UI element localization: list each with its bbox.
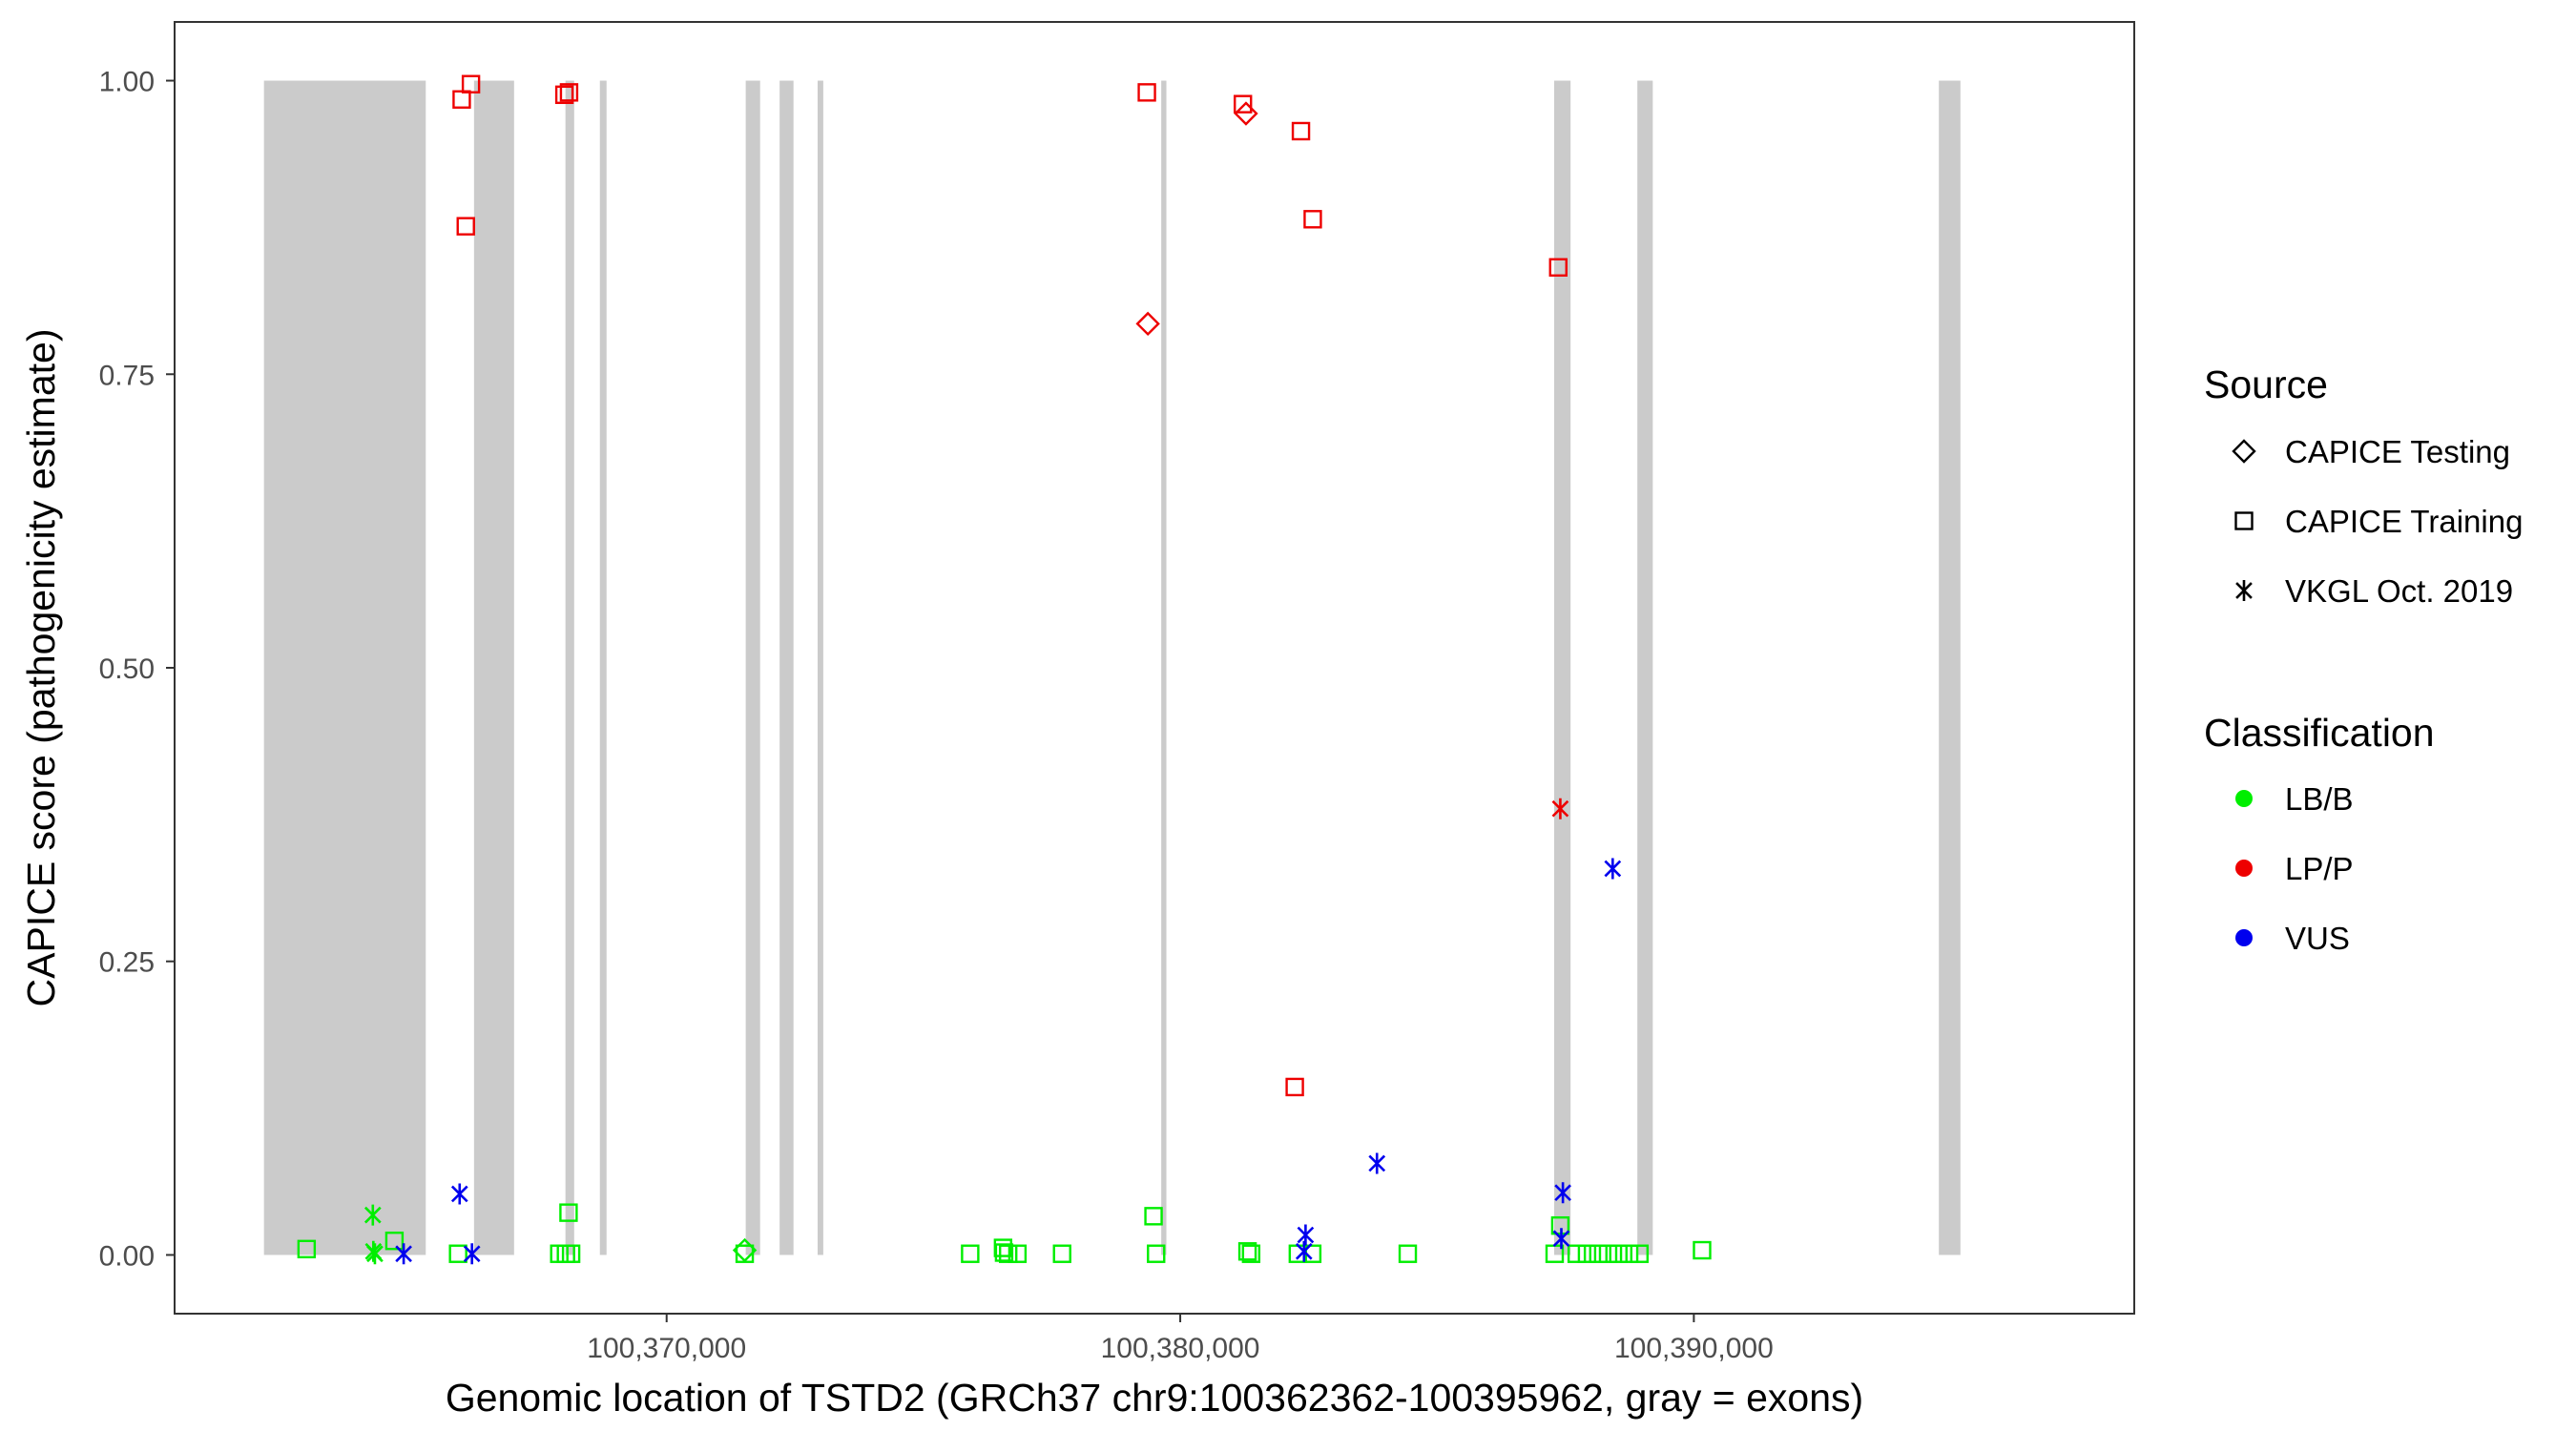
- exon-band: [1553, 80, 1571, 1255]
- data-point: [1551, 798, 1569, 819]
- data-point: [1285, 1077, 1304, 1097]
- data-point: [1554, 1182, 1571, 1204]
- legend-label: CAPICE Testing: [2285, 434, 2510, 469]
- data-point: [1234, 94, 1253, 114]
- data-point: [994, 1243, 1014, 1262]
- y-tick-label: 0.75: [99, 360, 155, 391]
- data-point: [1552, 1228, 1570, 1250]
- data-point: [450, 1183, 468, 1205]
- data-point: [1609, 1244, 1628, 1263]
- data-point: [366, 1243, 384, 1265]
- data-point: [1567, 1244, 1587, 1263]
- y-tick-label: 0.25: [99, 947, 155, 979]
- data-point: [1589, 1244, 1608, 1263]
- data-point: [456, 217, 475, 236]
- data-point: [1241, 1244, 1261, 1263]
- data-point: [1604, 858, 1622, 880]
- data-point: [559, 83, 579, 102]
- data-point: [1234, 101, 1258, 126]
- data-point: [1295, 1240, 1313, 1262]
- y-axis-title: CAPICE score (pathogenicity estimate): [19, 329, 63, 1007]
- x-tick-label: 100,380,000: [1101, 1333, 1260, 1364]
- data-point: [1144, 1207, 1163, 1226]
- data-point: [1052, 1244, 1071, 1263]
- legend-title-classification: Classification: [2204, 711, 2435, 755]
- plot-panel-background: [175, 22, 2134, 1314]
- data-point: [1137, 83, 1156, 102]
- data-point: [961, 1244, 980, 1263]
- data-point: [1693, 1240, 1712, 1260]
- legend-key-color: [2235, 929, 2253, 946]
- exon-band: [745, 80, 760, 1255]
- data-point: [1619, 1244, 1639, 1263]
- data-point: [448, 1244, 467, 1263]
- data-point: [1577, 1244, 1597, 1263]
- data-point: [1368, 1152, 1386, 1174]
- legend-key-asterisk: [2235, 580, 2253, 601]
- data-point: [1630, 1244, 1650, 1263]
- y-tick-label: 0.00: [99, 1240, 155, 1272]
- x-tick-label: 100,370,000: [587, 1333, 746, 1364]
- data-point: [395, 1243, 412, 1265]
- data-point: [364, 1204, 382, 1226]
- y-axis: 0.00 0.25 0.50 0.75 1.00: [99, 67, 175, 1272]
- data-point: [559, 1203, 578, 1222]
- y-tick-label: 1.00: [99, 67, 155, 98]
- data-point: [1398, 1244, 1418, 1263]
- data-point: [1237, 1242, 1257, 1261]
- exon-band: [817, 80, 823, 1255]
- y-tick-label: 0.50: [99, 653, 155, 685]
- data-point: [1598, 1244, 1618, 1263]
- legend-label: CAPICE Training: [2285, 504, 2523, 539]
- data-point: [1147, 1244, 1166, 1263]
- exon-band: [565, 80, 574, 1255]
- exon-band: [263, 80, 426, 1255]
- exon-band: [1939, 80, 1961, 1255]
- legend-key-color: [2235, 790, 2253, 807]
- exon-band: [473, 80, 514, 1255]
- legend-label: LB/B: [2285, 781, 2354, 817]
- data-point: [1008, 1244, 1028, 1263]
- data-point: [1291, 121, 1311, 141]
- data-point: [463, 1243, 481, 1265]
- data-points: [297, 74, 1712, 1265]
- legend-label: LP/P: [2285, 851, 2354, 886]
- legend-key-diamond: [2232, 439, 2256, 464]
- legend-key-color: [2235, 860, 2253, 877]
- data-point: [1303, 210, 1322, 229]
- data-point: [561, 1244, 581, 1263]
- legend-key-square: [2234, 511, 2254, 530]
- legend-title-source: Source: [2204, 363, 2328, 406]
- data-point: [735, 1244, 755, 1263]
- legend-label: VUS: [2285, 921, 2350, 956]
- data-point: [1548, 258, 1568, 277]
- x-axis: 100,370,000 100,380,000 100,390,000: [587, 1314, 1774, 1364]
- data-point: [1297, 1224, 1315, 1246]
- legend-label: VKGL Oct. 2019: [2285, 573, 2513, 609]
- data-point: [384, 1231, 405, 1251]
- exon-band: [599, 80, 607, 1255]
- x-axis-title: Genomic location of TSTD2 (GRCh37 chr9:1…: [446, 1376, 1863, 1420]
- exon-band: [779, 80, 794, 1255]
- data-point: [297, 1239, 317, 1259]
- data-point: [554, 85, 574, 105]
- x-tick-label: 100,390,000: [1614, 1333, 1774, 1364]
- legend: Source CAPICE Testing CAPICE Training VKGL…: [2204, 363, 2523, 956]
- data-point: [452, 90, 471, 109]
- data-point: [1135, 311, 1160, 337]
- exon-bands: [263, 80, 1961, 1255]
- exon-band: [1637, 80, 1653, 1255]
- exon-band: [1161, 80, 1167, 1255]
